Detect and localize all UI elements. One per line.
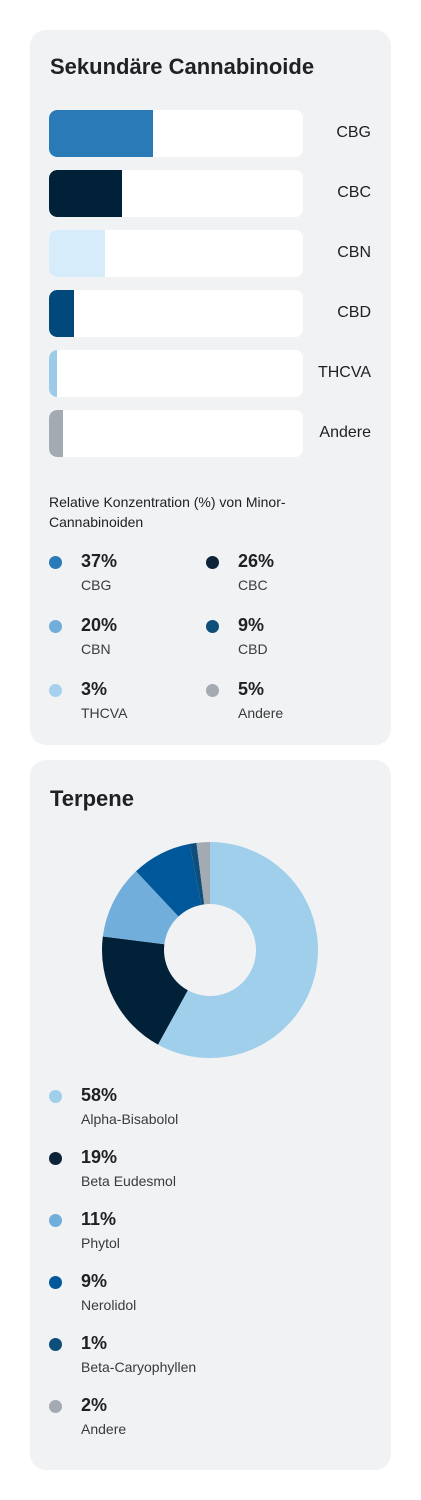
- bar-track: [49, 350, 303, 397]
- bar-label: THCVA: [317, 364, 371, 381]
- bar-track: [49, 170, 303, 217]
- bar-row-thcva: THCVA: [49, 350, 391, 397]
- bar-thcva: [49, 350, 58, 397]
- legend-percent: 11%: [81, 1209, 117, 1229]
- legend-percent: 9%: [81, 1271, 108, 1291]
- legend-dot-icon: [206, 556, 219, 569]
- concentration-note: Relative Konzentration (%) von Minor-Can…: [49, 494, 286, 530]
- bar-label: CBG: [336, 124, 371, 141]
- legend-percent: 20%: [81, 615, 118, 635]
- legend-percent: 37%: [81, 551, 118, 571]
- legend-label: Beta Eudesmol: [81, 1173, 176, 1189]
- bar-cbn: [49, 230, 106, 277]
- legend-label: Nerolidol: [81, 1297, 137, 1313]
- cannabinoid-card: Sekundäre Cannabinoide CBG CBC CBN CBD THCVA…: [30, 30, 391, 745]
- donut-slice-andere: [196, 842, 210, 905]
- legend-dot-icon: [49, 1338, 62, 1351]
- legend-label: Andere: [238, 705, 284, 721]
- bar-row-cbn: CBN: [49, 230, 391, 277]
- donut-slice-nerolidol: [136, 843, 202, 917]
- bar-track: [49, 410, 303, 457]
- bar-cbd: [49, 290, 75, 337]
- legend-dot-icon: [49, 1276, 62, 1289]
- bar-andere: [49, 410, 64, 457]
- bar-row-cbc: CBC: [49, 170, 391, 217]
- legend-dot-icon: [49, 620, 62, 633]
- legend-dot-icon: [49, 1214, 62, 1227]
- legend-label: CBN: [81, 641, 111, 657]
- legend-label: CBD: [238, 641, 268, 657]
- legend-label: CBC: [238, 577, 268, 593]
- terpene-donut-chart: [101, 842, 318, 1058]
- bar-cbg: [49, 110, 154, 157]
- legend-label: Alpha-Bisabolol: [81, 1111, 179, 1127]
- cannabinoid-title: Sekundäre Cannabinoide: [50, 54, 315, 79]
- donut-slice-alpha-bisabolol: [157, 842, 318, 1058]
- bar-label: CBN: [337, 244, 371, 261]
- bar-label: CBC: [337, 184, 371, 201]
- legend-percent: 3%: [81, 679, 108, 699]
- bar-row-cbd: CBD: [49, 290, 391, 337]
- bar-track: [49, 290, 303, 337]
- legend-percent: 5%: [238, 679, 265, 699]
- legend-label: Beta-Caryophyllen: [81, 1359, 197, 1375]
- donut-slice-phytol: [102, 871, 179, 945]
- legend-percent: 2%: [81, 1395, 108, 1415]
- terpene-title: Terpene: [50, 786, 134, 811]
- bar-cbc: [49, 170, 123, 217]
- legend-label: Andere: [81, 1421, 127, 1437]
- legend-percent: 26%: [238, 551, 275, 571]
- legend-percent: 58%: [81, 1085, 118, 1105]
- bar-label: CBD: [337, 304, 371, 321]
- bar-track: [49, 110, 303, 157]
- legend-percent: 9%: [238, 615, 265, 635]
- legend-percent: 1%: [81, 1333, 108, 1353]
- legend-dot-icon: [49, 684, 62, 697]
- donut-slice-beta-eudesmol: [101, 936, 188, 1045]
- legend-percent: 19%: [81, 1147, 118, 1167]
- legend-dot-icon: [206, 684, 219, 697]
- bar-track: [49, 230, 303, 277]
- legend-label: Phytol: [81, 1235, 120, 1251]
- terpene-card: Terpene 58% Alpha-Bisabolol 19% Beta Eudesm…: [30, 760, 391, 1470]
- bar-row-cbg: CBG: [49, 110, 391, 157]
- legend-dot-icon: [49, 556, 62, 569]
- legend-label: THCVA: [81, 705, 128, 721]
- legend-label: CBG: [81, 577, 112, 593]
- legend-dot-icon: [49, 1090, 62, 1103]
- donut-slice-beta-caryophyllen: [189, 842, 205, 905]
- legend-dot-icon: [49, 1152, 62, 1165]
- bar-row-andere: Andere: [49, 410, 391, 457]
- legend-dot-icon: [206, 620, 219, 633]
- bar-label: Andere: [319, 424, 371, 441]
- legend-dot-icon: [49, 1400, 62, 1413]
